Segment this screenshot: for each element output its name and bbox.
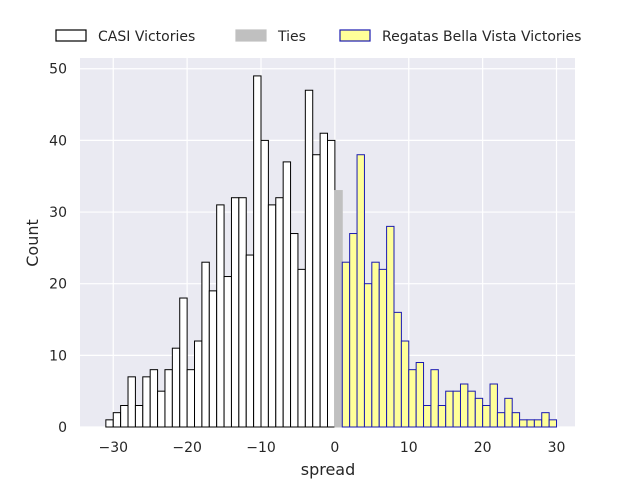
bar (216, 204, 225, 428)
bar (496, 412, 506, 428)
bar (519, 419, 528, 428)
series-2 (341, 154, 558, 428)
bar (157, 390, 166, 428)
bar (142, 376, 151, 428)
bar (290, 233, 299, 428)
legend-label: Ties (277, 29, 306, 45)
bar (223, 276, 232, 428)
bar (194, 340, 203, 428)
bar (423, 405, 432, 428)
bar (112, 412, 122, 428)
bar (393, 311, 402, 428)
bar (171, 347, 181, 428)
bar (186, 369, 196, 428)
bar (208, 290, 218, 428)
bar (230, 197, 240, 428)
bar (105, 419, 114, 428)
bar (430, 369, 439, 428)
bar (312, 154, 321, 428)
bar (378, 268, 388, 428)
bar (408, 369, 417, 428)
bar (533, 419, 543, 428)
bar (134, 405, 144, 428)
bar (127, 376, 136, 428)
bar (482, 405, 491, 428)
legend-swatch (55, 29, 87, 42)
x-tick-label: −10 (246, 440, 276, 456)
bar (445, 390, 454, 428)
bar (179, 297, 188, 428)
bar (474, 397, 484, 428)
bar (297, 268, 306, 428)
legend-swatch (235, 29, 267, 42)
bar (201, 261, 210, 428)
bar (267, 204, 277, 428)
x-tick-label: 30 (548, 440, 566, 456)
bar (526, 419, 535, 428)
bar (415, 362, 425, 428)
bar (253, 75, 262, 428)
bar (238, 197, 247, 428)
bar (386, 225, 395, 428)
legend-label: CASI Victories (98, 29, 195, 45)
x-tick-label: −30 (98, 440, 128, 456)
y-tick-label: 30 (49, 205, 67, 221)
bar (363, 283, 373, 428)
bar (504, 397, 513, 428)
bar (459, 383, 469, 428)
legend-swatch (339, 29, 371, 42)
bar (548, 419, 558, 428)
bar (349, 233, 358, 428)
bar (467, 390, 476, 428)
bar (304, 89, 314, 428)
legend-item: Regatas Bella Vista Victories (339, 29, 581, 45)
series-1 (334, 190, 343, 428)
x-tick-label: 10 (400, 440, 418, 456)
bar (356, 154, 365, 428)
legend-label: Regatas Bella Vista Victories (382, 29, 581, 45)
bar (341, 261, 351, 428)
y-axis-label: Count (23, 219, 42, 267)
bar (120, 405, 129, 428)
legend-item: CASI Victories (55, 29, 195, 45)
bar (319, 132, 328, 428)
y-tick-label: 40 (49, 133, 67, 149)
bar (282, 161, 292, 428)
x-tick-labels: −30 −20 −10 0 10 20 30 (98, 440, 565, 456)
y-tick-label: 0 (58, 420, 67, 436)
bar (334, 190, 343, 428)
series-0 (105, 75, 336, 428)
y-tick-label: 50 (49, 62, 67, 78)
bar (489, 383, 498, 428)
bar (541, 412, 550, 428)
bar (260, 139, 269, 428)
bar (452, 390, 461, 428)
bar (275, 197, 284, 428)
bar (149, 369, 159, 428)
bars (105, 75, 558, 428)
bar (511, 412, 521, 428)
legend-item: Ties (235, 29, 306, 45)
bar (400, 340, 410, 428)
y-tick-label: 20 (49, 277, 67, 293)
bar (327, 139, 336, 428)
bar (164, 369, 173, 428)
bar (371, 261, 380, 428)
x-tick-label: −20 (172, 440, 202, 456)
x-axis-label: spread (301, 460, 356, 479)
x-tick-label: 20 (474, 440, 492, 456)
x-tick-label: 0 (330, 440, 339, 456)
y-tick-labels: 0 10 20 30 40 50 (49, 62, 67, 436)
y-tick-label: 10 (49, 348, 67, 364)
bar (437, 405, 447, 428)
legend: CASI Victories Ties Regatas Bella Vista Vi… (55, 29, 581, 45)
bar (245, 254, 255, 428)
